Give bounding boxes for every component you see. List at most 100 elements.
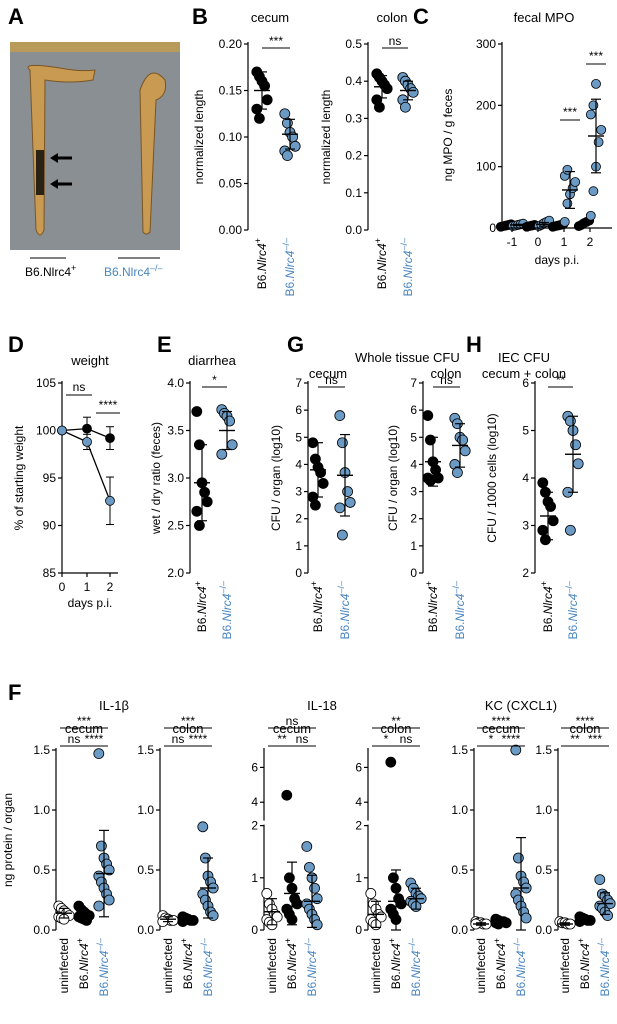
G_colon-ytick-label-2: 2 <box>410 512 417 526</box>
G_cecum-xlabel-0: B6.Nlrc4+ <box>309 581 325 632</box>
B_colon-ylabel: normalized length <box>319 90 333 185</box>
C-ytick-label-1: 100 <box>476 160 496 174</box>
H-xlabel-0: B6.Nlrc4+ <box>539 581 555 632</box>
F_kc_cecum-ytick-label-0: 0.0 <box>451 923 468 937</box>
F_il18_cecum-axis-break <box>260 820 268 825</box>
photo-label-ko: B6.Nlrc4–/– <box>104 263 163 279</box>
C-point-5-4 <box>570 177 581 187</box>
F_kc_cecum-sig-label-1: * <box>489 732 494 746</box>
panel-letter-e: E <box>157 332 172 357</box>
H-ytick-label-0: 2 <box>522 566 529 580</box>
F_il18_colon-xlabel-0: uninfected <box>369 938 383 993</box>
G_cecum-point-1-4 <box>344 497 356 508</box>
F_il18_colon-ytick-label-2: 2 <box>355 819 362 833</box>
F_il1b_colon-xlabel-2: B6.Nlrc4–/– <box>199 938 215 997</box>
C-point-7-4 <box>596 124 607 135</box>
G_cecum-ytick-label-4: 4 <box>295 457 302 471</box>
B_cecum-xlabel-1: B6.Nlrc4–/– <box>281 238 297 297</box>
G_cecum-point-1-6 <box>336 529 348 541</box>
B_colon-ytick-label-1: 0.1 <box>345 186 362 200</box>
B_colon-ytick-label-2: 0.2 <box>345 149 362 163</box>
H-point-1-4 <box>572 458 584 470</box>
H-title: cecum + colon <box>482 366 566 381</box>
F_kc_colon-point-2-0 <box>594 874 606 885</box>
G_cecum-xlabel-1: B6.Nlrc4–/– <box>336 581 352 640</box>
G_colon-sig-label-0: ns <box>440 373 453 387</box>
F_kc_cecum-point-2-0 <box>510 744 522 756</box>
cecum-colon-ko <box>139 72 167 235</box>
H-point-0-3 <box>545 501 556 512</box>
F_il18_colon-point-1-4 <box>395 898 407 910</box>
F_il18_colon-sig-label-2: ns <box>400 732 413 746</box>
B_cecum-point-1-6 <box>281 150 293 162</box>
F_il1b_colon-sig-label-1: ns <box>172 732 185 746</box>
photo-label-plus: B6.Nlrc4+ <box>25 263 76 279</box>
F_kc_cecum-ytick-label-1: 0.5 <box>451 863 468 877</box>
G_colon-point-0-6 <box>424 475 436 487</box>
B_cecum-xlabel-0: B6.Nlrc4+ <box>253 238 269 289</box>
E-title: diarrhea <box>188 353 236 368</box>
B_colon-ytick-label-3: 0.3 <box>345 111 362 125</box>
G_colon-point-1-6 <box>451 467 463 478</box>
C-point-7-0 <box>585 210 596 221</box>
B_cecum-point-0-4 <box>261 94 273 106</box>
B_cecum-ytick-label-4: 0.20 <box>219 37 243 51</box>
F_il18_cecum-ytick-label-3: 4 <box>251 795 258 809</box>
H-point-0-0 <box>537 477 549 489</box>
B_colon-point-1-4 <box>407 86 419 98</box>
C-point-7-1 <box>588 186 599 197</box>
F_il18_cecum-point-2-9 <box>311 919 323 931</box>
H-xlabel-1: B6.Nlrc4–/– <box>564 581 580 640</box>
B_cecum-point-1-4 <box>289 140 301 152</box>
G_cecum-point-0-6 <box>309 499 321 511</box>
C-point-7-7 <box>591 78 601 89</box>
B_cecum-ytick-label-3: 0.15 <box>219 84 243 98</box>
H-ylabel: CFU / 1000 cells (log10) <box>485 413 499 542</box>
H-ytick-label-1: 3 <box>522 519 529 533</box>
F_il1b_cecum-point-2-0 <box>93 748 105 759</box>
B_colon-xlabel-0: B6.Nlrc4+ <box>373 238 389 289</box>
F_il1b_cecum-xlabel-2: B6.Nlrc4–/– <box>95 938 111 997</box>
F_il18_colon-ytick-label-4: 6 <box>355 760 362 774</box>
D-xlabel: days p.i. <box>68 596 113 610</box>
B_colon-point-0-4 <box>381 83 393 95</box>
G_colon-point-0-1 <box>424 434 436 446</box>
G_colon-ytick-label-7: 7 <box>410 376 417 390</box>
D-ylabel: % of starting weight <box>12 425 26 530</box>
B_colon-sig-label-0: ns <box>389 34 402 48</box>
C-sig-label-0: *** <box>563 105 577 119</box>
D-ytick-label-3: 100 <box>36 424 56 438</box>
panel-letter-c: C <box>413 4 429 29</box>
il1b-title: IL-1β <box>99 698 129 713</box>
E-xlabel-1: B6.Nlrc4–/– <box>218 581 234 640</box>
D-point-0-1 <box>82 423 92 434</box>
B_cecum-point-1-3 <box>287 131 299 143</box>
B_cecum-ytick-label-0: 0.00 <box>219 223 243 237</box>
F_kc_colon-ytick-label-0: 0.0 <box>535 923 552 937</box>
G_colon-point-1-3 <box>457 434 469 446</box>
G_cecum-ytick-label-6: 6 <box>295 403 302 417</box>
panel-letter-b: B <box>192 4 208 29</box>
D-ytick-label-2: 95 <box>43 471 57 485</box>
dark-segment <box>36 150 44 195</box>
F_kc_colon-point-2-8 <box>602 910 613 921</box>
B_cecum-ylabel: normalized length <box>192 90 206 185</box>
C-ylabel: ng MPO / g feces <box>441 89 455 182</box>
F_il1b_colon-ytick-label-2: 1.0 <box>137 803 154 817</box>
D-xtick-label-0: 0 <box>59 580 66 594</box>
D-xtick-label-1: 1 <box>84 580 91 594</box>
F_il18_colon-sig-label-1: * <box>384 732 389 746</box>
E-ytick-label-2: 3.0 <box>167 471 184 485</box>
D-point-1-1 <box>82 436 92 447</box>
F_il18_cecum-sig-label-1: ** <box>277 732 287 746</box>
F_il1b_cecum-xlabel-0: uninfected <box>57 938 71 993</box>
F_il18_cecum-xlabel-0: uninfected <box>265 938 279 993</box>
G_cecum-title: cecum <box>309 366 347 381</box>
B_cecum-ytick-label-1: 0.05 <box>219 177 243 191</box>
F_il1b_colon-ytick-label-0: 0.0 <box>137 923 154 937</box>
G_colon-ytick-label-5: 5 <box>410 430 417 444</box>
G_colon-point-1-4 <box>459 445 471 457</box>
B_cecum-point-0-3 <box>259 80 271 92</box>
iec-cfu-title: IEC CFU <box>498 350 550 365</box>
